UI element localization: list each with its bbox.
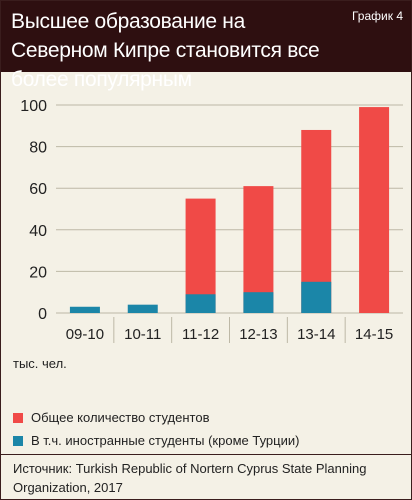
- legend-item-foreign: В т.ч. иностранные студенты (кроме Турци…: [13, 429, 403, 452]
- chart-number-badge: График 4: [351, 9, 403, 23]
- bar-chart: 0 20 40 60 80 100 09-10 10-11 11-12 12-13 13-14 14-…: [20, 98, 403, 343]
- bar-foreign-students: [301, 281, 332, 313]
- chart-header: Высшее образование на Северном Кипре ста…: [1, 1, 411, 91]
- y-tick-label: 40: [29, 223, 47, 240]
- source-note: Источник: Turkish Republic of Nortern Cy…: [1, 454, 411, 497]
- x-tick-label: 14-15: [355, 326, 393, 343]
- bar-total-students: [185, 198, 216, 313]
- bar-foreign-students: [185, 294, 216, 313]
- x-tick-label: 10-11: [124, 326, 161, 343]
- x-tick-label: 13-14: [297, 326, 335, 343]
- y-tick-label: 0: [38, 306, 47, 323]
- x-tick-label: 09-10: [66, 326, 104, 343]
- legend: Общее количество студентов В т.ч. иностр…: [13, 406, 403, 452]
- bar-foreign-students: [243, 292, 274, 313]
- bar-foreign-students: [127, 304, 158, 313]
- legend-label-foreign: В т.ч. иностранные студенты (кроме Турци…: [31, 433, 300, 448]
- legend-item-total: Общее количество студентов: [13, 406, 403, 429]
- bar-total-students: [359, 107, 390, 313]
- x-tick-label: 11-12: [182, 326, 219, 343]
- x-tick-label: 12-13: [239, 326, 277, 343]
- y-tick-label: 100: [20, 98, 47, 115]
- legend-swatch-foreign: [13, 435, 23, 446]
- bar-foreign-students: [69, 306, 100, 313]
- legend-swatch-total: [13, 412, 23, 423]
- y-tick-label: 20: [29, 264, 47, 281]
- bar-total-students: [243, 186, 274, 313]
- unit-label: тыс. чел.: [13, 356, 67, 371]
- chart-title: Высшее образование на Северном Кипре ста…: [11, 10, 320, 91]
- y-tick-label: 60: [29, 181, 47, 198]
- legend-label-total: Общее количество студентов: [31, 410, 210, 425]
- y-tick-label: 80: [29, 140, 47, 157]
